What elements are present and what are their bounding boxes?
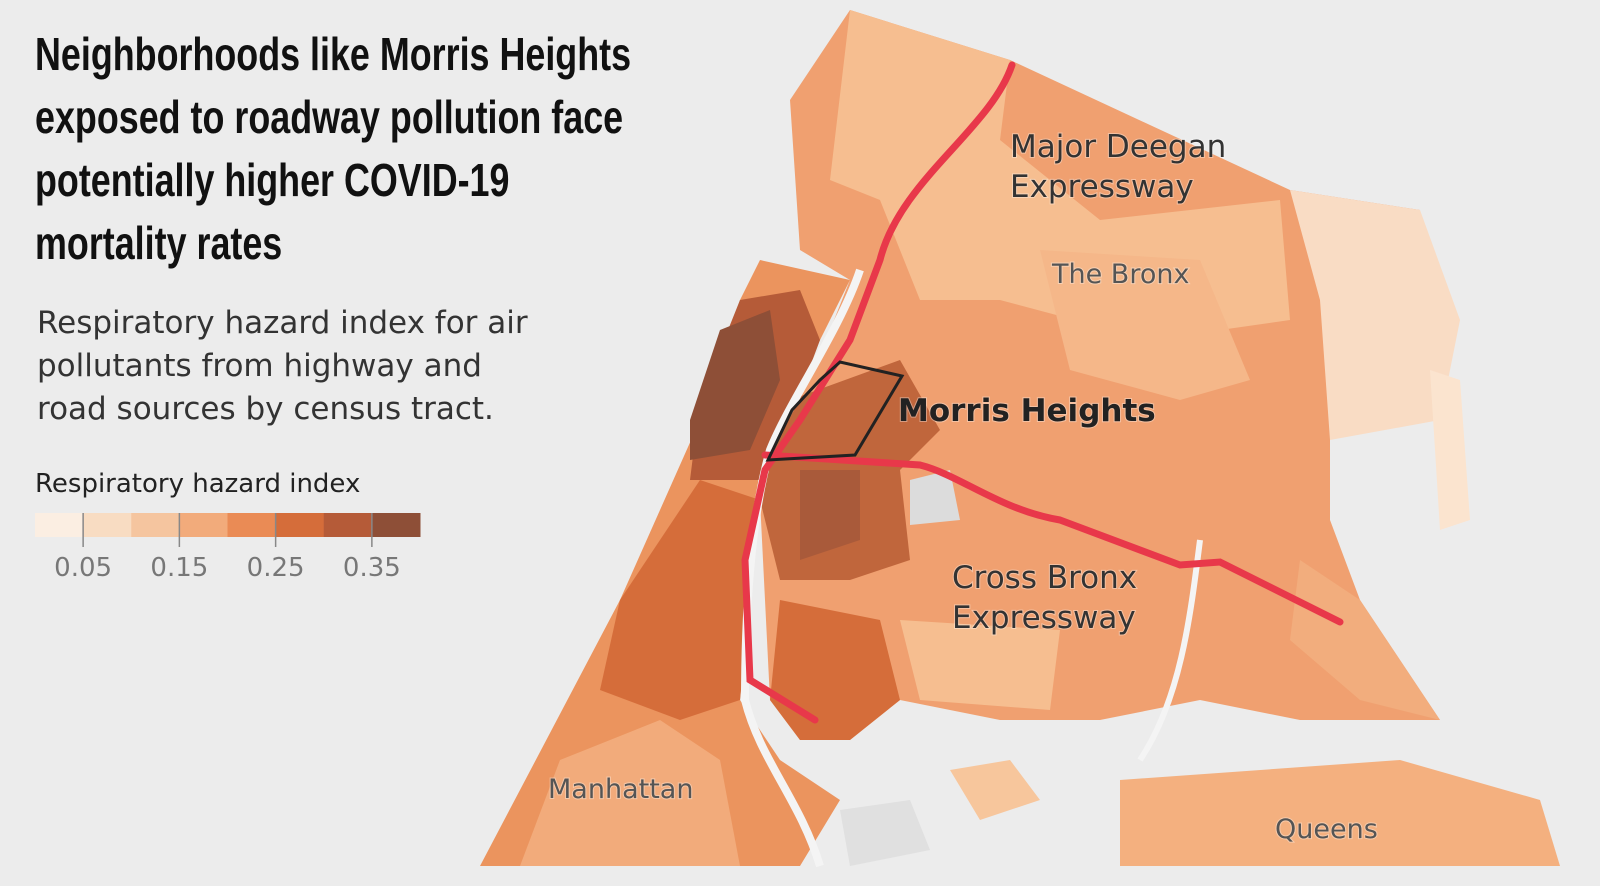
subtitle-line: road sources by census tract. [37, 391, 494, 427]
subtitle-line: Respiratory hazard index for air [37, 305, 528, 341]
legend-swatch [323, 513, 373, 537]
major-deegan-road [741, 61, 1016, 724]
legend-swatch [179, 513, 228, 537]
bronx-east-light [1290, 190, 1460, 440]
map-label: Manhattan [548, 774, 693, 805]
subtitle-line: pollutants from highway and [37, 348, 482, 384]
map-label: Major Deegan [1010, 129, 1226, 165]
south-bronx-dark [770, 600, 900, 740]
washington-heights-dark [690, 310, 780, 460]
soundview [900, 620, 1060, 710]
east-river [1137, 539, 1203, 762]
map-label: Morris Heights [898, 393, 1156, 429]
legend-tick-label: 0.05 [54, 553, 112, 583]
title: Neighborhoods like Morris Heights exposed… [35, 29, 631, 269]
morris-dark [800, 470, 860, 560]
legend-tick-label: 0.25 [247, 553, 305, 583]
map-label: Expressway [952, 600, 1136, 636]
manhattan-lower-light [520, 720, 740, 866]
subtitle: Respiratory hazard index for air pollutan… [37, 305, 528, 427]
map [480, 10, 1560, 868]
bronx-center-light [1040, 250, 1250, 400]
map-labels: Major Deegan Expressway The Bronx Morris… [547, 128, 1379, 846]
legend-swatch [275, 513, 325, 537]
legend-swatch [35, 513, 84, 537]
legend-tick-label: 0.35 [343, 553, 401, 583]
bronx-north-light [830, 10, 1290, 340]
morris-heights-outline [765, 360, 905, 462]
map-label: Cross Bronx [952, 560, 1137, 596]
queens-land [1120, 760, 1560, 866]
legend-swatch [227, 513, 277, 537]
map-label: Queens [1275, 814, 1378, 845]
map-label: The Bronx [1051, 259, 1189, 290]
legend-title: Respiratory hazard index [35, 469, 360, 499]
legend: 0.05 0.15 0.25 0.35 [35, 513, 421, 583]
legend-swatch [371, 513, 421, 537]
city-island [1430, 370, 1470, 530]
parkland [910, 470, 960, 525]
river [740, 268, 864, 868]
cross-bronx-road [761, 451, 1344, 626]
map-label: Expressway [1010, 169, 1194, 205]
title-line: Neighborhoods like Morris Heights [35, 29, 631, 80]
legend-tick-label: 0.15 [150, 553, 208, 583]
harlem-mid [600, 480, 760, 720]
randalls-island [840, 800, 930, 866]
rikers [950, 760, 1040, 820]
title-line: mortality rates [35, 218, 282, 269]
title-line: potentially higher COVID-19 [35, 155, 509, 206]
legend-swatch [83, 513, 132, 537]
legend-swatch [131, 513, 180, 537]
title-line: exposed to roadway pollution face [35, 92, 623, 143]
throgs-neck [1290, 560, 1440, 720]
